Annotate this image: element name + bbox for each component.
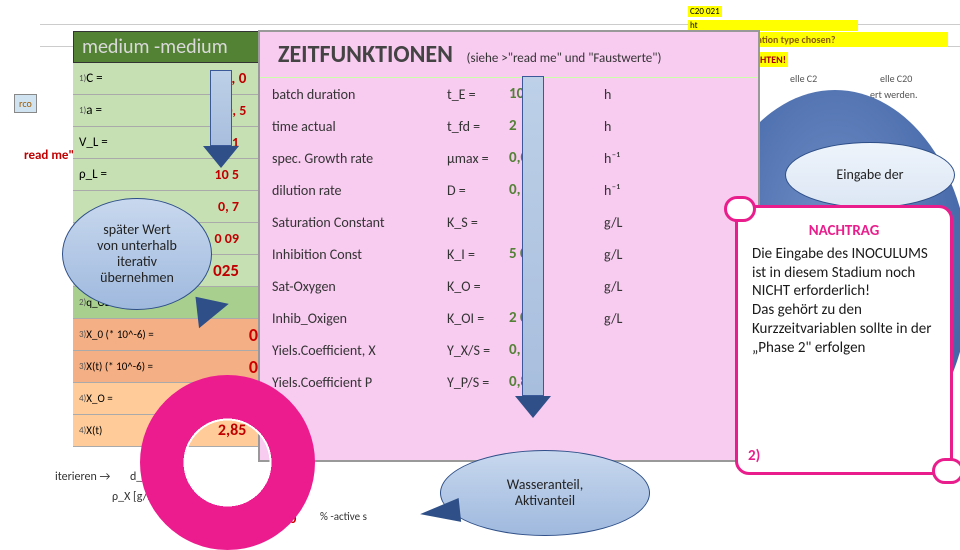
zeit-sym: D = [447,182,509,199]
param-sym: X_O = [86,392,156,405]
param-sup: 4) [79,393,86,404]
bg-faint-2: elle C20 [880,72,912,85]
bg-yellow-hten: HTEN! [758,52,788,67]
zeit-lbl: Sat-Oxygen [272,278,447,295]
param-sym: C = [86,71,156,86]
zeit-unit: g/L [604,310,664,327]
zeit-sym: K_OI = [447,310,509,327]
zeit-lbl: spec. Growth rate [272,150,447,167]
callout-right: Eingabe der [785,142,955,208]
arrow-mid-head [515,396,551,418]
zeitfunktionen-panel: ZEITFUNKTIONEN (siehe >"read me" und "Fa… [258,30,760,462]
donut-ring [140,375,315,550]
zeit-lbl: Inhib_Oxigen [272,310,447,327]
arrow-mid-body [522,76,544,396]
callout-right-text: Eingabe der [836,167,903,183]
callout-bottom-text: Wasseranteil, Aktivanteil [507,477,584,509]
iter-label: iterieren → [55,470,110,484]
param-sup: 3) [79,329,86,340]
zeit-sym: t_fd = [447,118,509,135]
param-sym: ρ_L = [79,167,149,182]
param-sup: 4) [79,425,86,436]
zeit-sym: K_S = [447,214,509,231]
scroll-curl-tl [724,196,756,222]
param-val: 0, 5 [156,102,246,119]
callout-left-text: später Wert von unterhalb iterativ übern… [97,222,177,286]
zeit-lbl: time actual [272,118,447,135]
bg-yellow-1: C20 021 [688,6,722,17]
scroll-curl-br [932,458,960,484]
zeit-unit: g/L [604,214,664,231]
zeit-subtitle: (siehe >"read me" und "Faustwerte") [467,51,662,66]
param-sym: V_L = [79,135,149,150]
zeit-title: ZEITFUNKTIONEN [268,34,463,75]
param-sup: 2) [79,297,86,308]
zeit-lbl: Yiels.Coefficient, X [272,342,447,359]
param-val: 10 5 [149,166,239,183]
scroll-body: Die Eingabe des INOCULUMS ist in diesem … [752,245,936,358]
zeit-rows: batch durationt_E =10htime actualt_fd =2… [260,78,758,398]
zeit-unit: h⁻¹ [604,150,664,167]
callout-bottom: Wasseranteil, Aktivanteil [440,450,650,536]
scroll-foot: 2) [748,447,760,466]
zeit-sym: Y_P/S = [447,374,509,391]
rco-tag: rco [14,94,37,113]
zeit-row: Sat-OxygenK_O = g/L [260,270,758,302]
scroll-title: NACHTRAG [752,222,936,241]
bottom-pct: % -active s [320,510,367,523]
zeit-row: batch durationt_E =10h [260,78,758,110]
zeit-row: time actualt_fd =2h [260,110,758,142]
bg-faint-1: elle C2 [790,72,817,85]
param-sup: 1) [79,105,86,116]
zeit-unit: h⁻¹ [604,182,664,199]
param-sym: X(t) (* 10^-6) = [86,360,184,373]
zeit-row: Yiels.Coefficient, XY_X/S =0, [260,334,758,366]
callout-bottom-tail [419,498,461,526]
zeit-row: dilution rateD =0,h⁻¹ [260,174,758,206]
read-me-label: read me"! [24,148,78,163]
param-row: 3)X_0 (* 10^-6) =0 [73,319,258,351]
arrow-left-body [210,70,232,146]
zeit-lbl: Inhibition Const [272,246,447,263]
zeit-sym: Y_X/S = [447,342,509,359]
param-val: 8, 0 [156,70,246,88]
zeit-sym: t_E = [447,86,509,103]
zeit-row: Saturation ConstantK_S = g/L [260,206,758,238]
medium-header: medium -medium [73,31,263,63]
zeit-row: Yiels.Coefficient PY_P/S =0,875 [260,366,758,398]
param-sup: 3) [79,361,86,372]
zeit-row: Inhib_OxigenK_OI =2 0g/L [260,302,758,334]
param-sym: a = [86,103,156,118]
callout-left: später Wert von unterhalb iterativ übern… [62,198,212,310]
zeit-sym: μmax = [447,150,509,167]
param-sym: X_0 (* 10^-6) = [86,328,184,341]
zeit-lbl: Yiels.Coefficient P [272,374,447,391]
param-sup: 1) [79,73,86,84]
zeit-lbl: dilution rate [272,182,447,199]
arrow-left-head [203,146,239,168]
zeit-lbl: batch duration [272,86,447,103]
zeit-row: spec. Growth rateμmax =0,05h⁻¹ [260,142,758,174]
zeit-unit: g/L [604,246,664,263]
zeit-sym: K_I = [447,246,509,263]
zeit-unit: h [604,118,664,135]
zeit-unit: h [604,86,664,103]
zeit-lbl: Saturation Constant [272,214,447,231]
zeit-unit: g/L [604,278,664,295]
zeit-row: Inhibition ConstK_I =5 0g/L [260,238,758,270]
zeit-sym: K_O = [447,278,509,295]
scroll-note: NACHTRAG Die Eingabe des INOCULUMS ist i… [735,205,953,475]
